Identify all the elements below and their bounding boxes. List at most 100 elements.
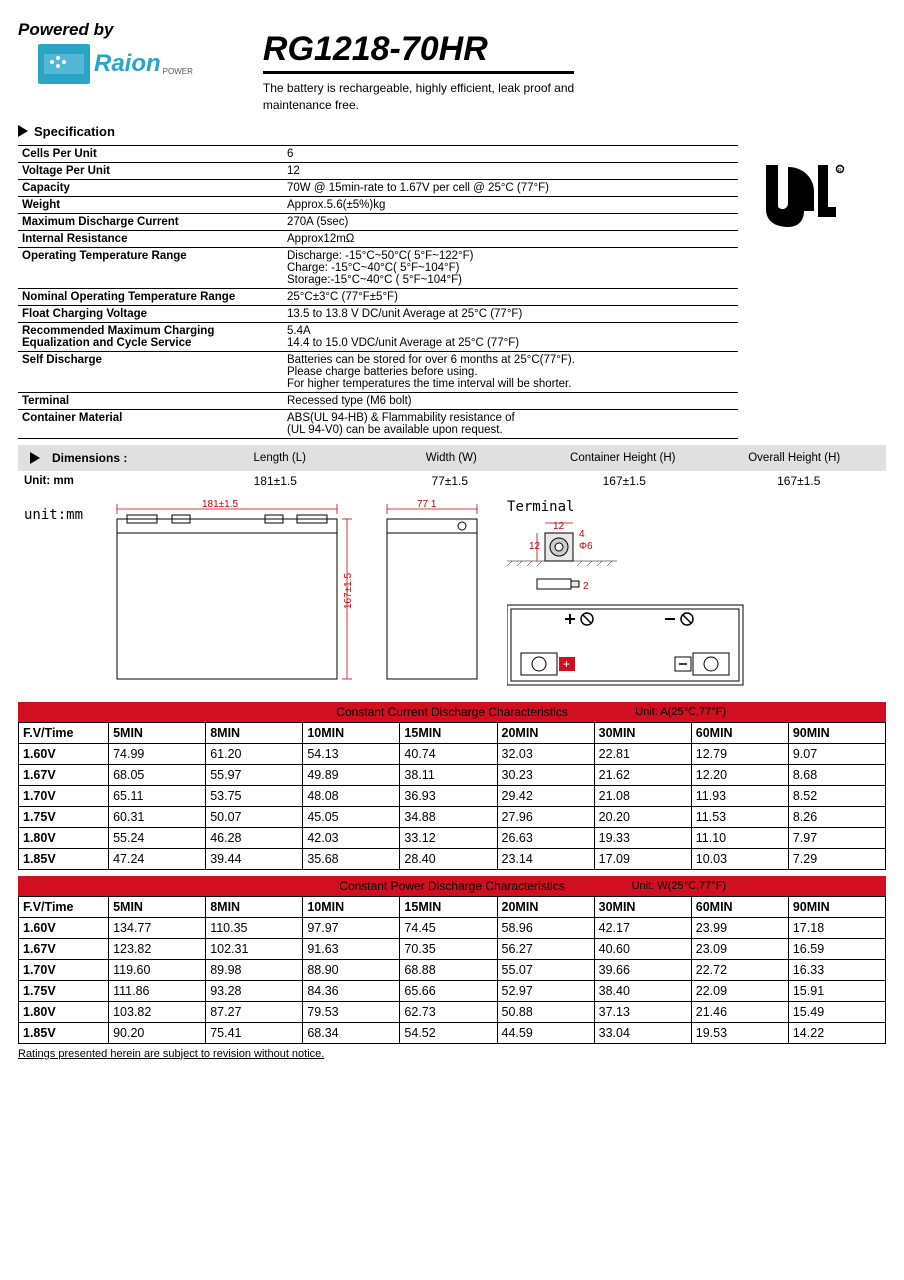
- cell: 7.97: [788, 827, 885, 848]
- col-header: 20MIN: [497, 896, 594, 917]
- col-header: 15MIN: [400, 722, 497, 743]
- model-block: RG1218-70HR The battery is rechargeable,…: [263, 30, 574, 114]
- cell: 34.88: [400, 806, 497, 827]
- dim-unit-label: Unit: mm: [18, 475, 188, 487]
- spec-label: Nominal Operating Temperature Range: [18, 288, 283, 305]
- cell: 74.45: [400, 917, 497, 938]
- spec-label: Voltage Per Unit: [18, 162, 283, 179]
- col-header: 5MIN: [109, 722, 206, 743]
- cell: 16.59: [788, 938, 885, 959]
- cell: 11.10: [691, 827, 788, 848]
- spec-section-header: Specification: [18, 124, 886, 139]
- svg-text:167±1.5: 167±1.5: [343, 572, 354, 609]
- cell: 21.46: [691, 1001, 788, 1022]
- dim-val-oheight: 167±1.5: [712, 474, 887, 488]
- col-header: 20MIN: [497, 722, 594, 743]
- cell: 103.82: [109, 1001, 206, 1022]
- discharge-current-table: F.V/Time5MIN8MIN10MIN15MIN20MIN30MIN60MI…: [18, 722, 886, 870]
- cell: 75.41: [206, 1022, 303, 1043]
- row-label: 1.75V: [19, 806, 109, 827]
- col-header: 15MIN: [400, 896, 497, 917]
- cell: 68.05: [109, 764, 206, 785]
- cell: 23.14: [497, 848, 594, 869]
- cell: 65.66: [400, 980, 497, 1001]
- svg-text:12: 12: [529, 541, 541, 552]
- cell: 16.33: [788, 959, 885, 980]
- cell: 23.99: [691, 917, 788, 938]
- cell: 111.86: [109, 980, 206, 1001]
- cell: 36.93: [400, 785, 497, 806]
- terminal-label: Terminal: [507, 499, 747, 515]
- svg-text:+: +: [563, 657, 570, 671]
- cell: 22.72: [691, 959, 788, 980]
- row-label: 1.67V: [19, 764, 109, 785]
- cell: 55.24: [109, 827, 206, 848]
- col-header: 8MIN: [206, 896, 303, 917]
- spec-value: ABS(UL 94-HB) & Flammability resistance …: [283, 409, 738, 438]
- cell: 123.82: [109, 938, 206, 959]
- powered-by-label: Powered by: [18, 20, 193, 40]
- cell: 20.20: [594, 806, 691, 827]
- row-label: 1.80V: [19, 1001, 109, 1022]
- cell: 22.09: [691, 980, 788, 1001]
- dim-val-length: 181±1.5: [188, 474, 363, 488]
- triangle-icon: [18, 125, 28, 137]
- cell: 91.63: [303, 938, 400, 959]
- diagram-unit: unit:mm: [24, 507, 83, 523]
- cell: 47.24: [109, 848, 206, 869]
- brand-logo: Raion POWER: [38, 44, 193, 84]
- cell: 70.35: [400, 938, 497, 959]
- cell: 119.60: [109, 959, 206, 980]
- model-number: RG1218-70HR: [263, 30, 574, 74]
- cell: 39.44: [206, 848, 303, 869]
- cell: 38.40: [594, 980, 691, 1001]
- svg-text:4: 4: [579, 529, 585, 540]
- spec-value: Approx.5.6(±5%)kg: [283, 196, 738, 213]
- spec-label: Cells Per Unit: [18, 145, 283, 162]
- discharge-current-unit: Unit: A(25℃,77°F): [635, 705, 726, 718]
- row-label: 1.75V: [19, 980, 109, 1001]
- cell: 17.18: [788, 917, 885, 938]
- svg-text:R: R: [838, 168, 842, 174]
- cell: 42.03: [303, 827, 400, 848]
- spec-label: Internal Resistance: [18, 230, 283, 247]
- cell: 32.03: [497, 743, 594, 764]
- spec-label: Weight: [18, 196, 283, 213]
- spec-title: Specification: [34, 124, 115, 139]
- cell: 39.66: [594, 959, 691, 980]
- cell: 33.12: [400, 827, 497, 848]
- spec-value: 25°C±3°C (77°F±5°F): [283, 288, 738, 305]
- cell: 10.03: [691, 848, 788, 869]
- col-header: 60MIN: [691, 722, 788, 743]
- cell: 14.22: [788, 1022, 885, 1043]
- spec-table: Cells Per Unit6Voltage Per Unit12Capacit…: [18, 145, 738, 439]
- cell: 27.96: [497, 806, 594, 827]
- cell: 60.31: [109, 806, 206, 827]
- cell: 68.34: [303, 1022, 400, 1043]
- ul-mark-icon: R: [758, 155, 848, 236]
- spec-value: 6: [283, 145, 738, 162]
- spec-label: Self Discharge: [18, 351, 283, 392]
- spec-value: Recessed type (M6 bolt): [283, 392, 738, 409]
- logo-sub: POWER: [163, 67, 193, 76]
- cell: 54.13: [303, 743, 400, 764]
- cell: 19.33: [594, 827, 691, 848]
- col-header: F.V/Time: [19, 896, 109, 917]
- dim-values-row: Unit: mm 181±1.5 77±1.5 167±1.5 167±1.5: [18, 471, 886, 491]
- spec-label: Float Charging Voltage: [18, 305, 283, 322]
- cell: 8.52: [788, 785, 885, 806]
- cell: 29.42: [497, 785, 594, 806]
- dim-col-oheight: Overall Height (H): [709, 449, 881, 467]
- dim-col-width: Width (W): [366, 449, 538, 467]
- cell: 102.31: [206, 938, 303, 959]
- cell: 44.59: [497, 1022, 594, 1043]
- svg-text:2: 2: [583, 581, 589, 592]
- cell: 58.96: [497, 917, 594, 938]
- col-header: F.V/Time: [19, 722, 109, 743]
- spec-value: Discharge: -15°C~50°C( 5°F~122°F) Charge…: [283, 247, 738, 288]
- cell: 74.99: [109, 743, 206, 764]
- row-label: 1.70V: [19, 959, 109, 980]
- discharge-power-table: F.V/Time5MIN8MIN10MIN15MIN20MIN30MIN60MI…: [18, 896, 886, 1044]
- row-label: 1.60V: [19, 743, 109, 764]
- cell: 48.08: [303, 785, 400, 806]
